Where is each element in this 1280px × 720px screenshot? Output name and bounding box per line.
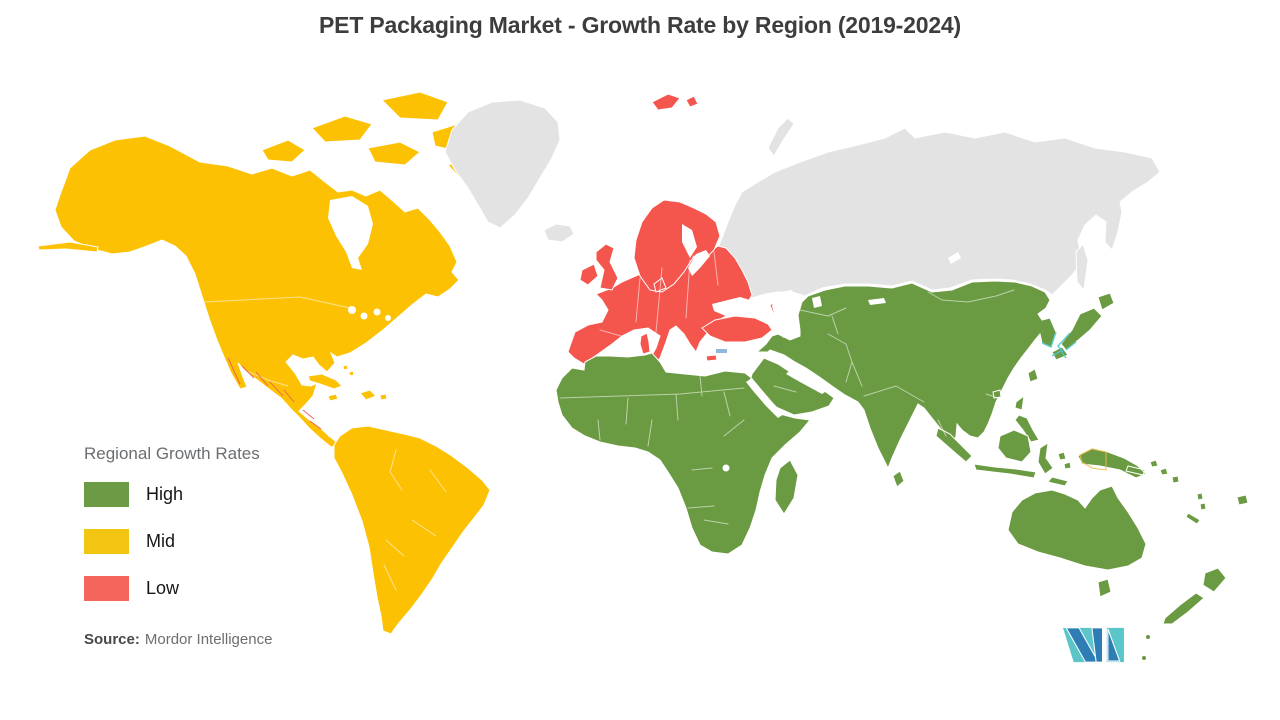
region-united-kingdom	[595, 243, 619, 291]
chart-title: PET Packaging Market - Growth Rate by Re…	[319, 12, 961, 38]
region-no-data	[444, 99, 1161, 304]
mordor-intelligence-logo	[1063, 624, 1125, 666]
baltic-sea	[688, 250, 710, 276]
persian-gulf	[786, 370, 828, 394]
island-svalbard	[651, 93, 699, 111]
country-borders	[204, 251, 1015, 591]
region-ireland	[579, 263, 599, 286]
island-sakhalin	[1075, 242, 1089, 292]
aral-sea	[812, 296, 822, 308]
island-cuba	[307, 373, 343, 390]
caribbean-islands	[327, 364, 388, 402]
region-north-america	[54, 135, 460, 448]
region-russia-cis	[709, 127, 1161, 304]
island-dot-1	[1146, 635, 1150, 639]
great-lake	[360, 312, 368, 320]
region-iceland	[543, 223, 575, 243]
island-novaya-zemlya	[767, 117, 795, 157]
caspian-sea	[772, 290, 798, 338]
region-aleutian-islands	[37, 241, 99, 253]
legend-label-mid: Mid	[146, 531, 176, 551]
logo-blue-bar	[1091, 627, 1104, 663]
region-africa	[555, 352, 811, 555]
legend-title: Regional Growth Rates	[84, 444, 260, 463]
region-turkey	[701, 315, 773, 343]
region-amea-apac-high	[555, 280, 1249, 660]
great-lake	[385, 315, 391, 321]
region-new-zealand	[1162, 567, 1227, 625]
island-dot-2	[1142, 656, 1146, 660]
mexico-state-borders	[227, 357, 322, 430]
legend-swatch-high	[84, 482, 129, 507]
legend-item-low: Low	[84, 576, 260, 601]
water-bodies	[328, 196, 961, 472]
legend: Regional Growth Rates High Mid Low	[84, 444, 260, 623]
lake-victoria	[722, 464, 730, 472]
region-philippines	[1014, 394, 1040, 443]
region-australia	[1007, 485, 1147, 571]
cyprus-highlight	[716, 349, 727, 353]
region-canadian-arctic-islands	[261, 91, 479, 179]
red-sea	[746, 378, 784, 418]
island-madagascar	[774, 459, 799, 515]
region-indonesia	[935, 427, 1072, 487]
logo-blue-triangle	[1107, 628, 1121, 662]
source-line: Source: Mordor Intelligence	[84, 631, 272, 648]
hudson-bay	[328, 196, 373, 270]
lake-baikal	[948, 252, 961, 264]
region-europe-low	[567, 93, 783, 379]
great-lake	[373, 308, 381, 316]
papua-outline	[1079, 448, 1107, 471]
region-asia-mainland	[755, 280, 1057, 470]
legend-item-mid: Mid	[84, 529, 260, 554]
mordor-logo-mark	[1063, 627, 1124, 663]
source-prefix: Source:	[84, 631, 140, 648]
source-text: Mordor Intelligence	[144, 631, 273, 648]
legend-label-low: Low	[146, 578, 180, 598]
island-new-guinea	[1077, 447, 1147, 479]
region-greenland	[444, 99, 561, 229]
japan-korea-highlight	[1041, 331, 1077, 359]
region-south-america	[333, 425, 491, 635]
gulf-of-bothnia	[682, 224, 697, 258]
great-lake	[348, 306, 356, 314]
legend-swatch-mid	[84, 529, 129, 554]
legend-label-high: High	[146, 484, 184, 504]
island-sri-lanka	[892, 470, 905, 488]
region-scandinavia	[633, 199, 721, 293]
island-tasmania	[1097, 578, 1112, 598]
pacific-islands	[1149, 459, 1249, 525]
legend-item-high: High	[84, 482, 260, 507]
legend-swatch-low	[84, 576, 129, 601]
lake-balkhash	[868, 298, 886, 305]
island-taiwan-hainan	[992, 368, 1039, 399]
black-sea	[712, 297, 760, 317]
